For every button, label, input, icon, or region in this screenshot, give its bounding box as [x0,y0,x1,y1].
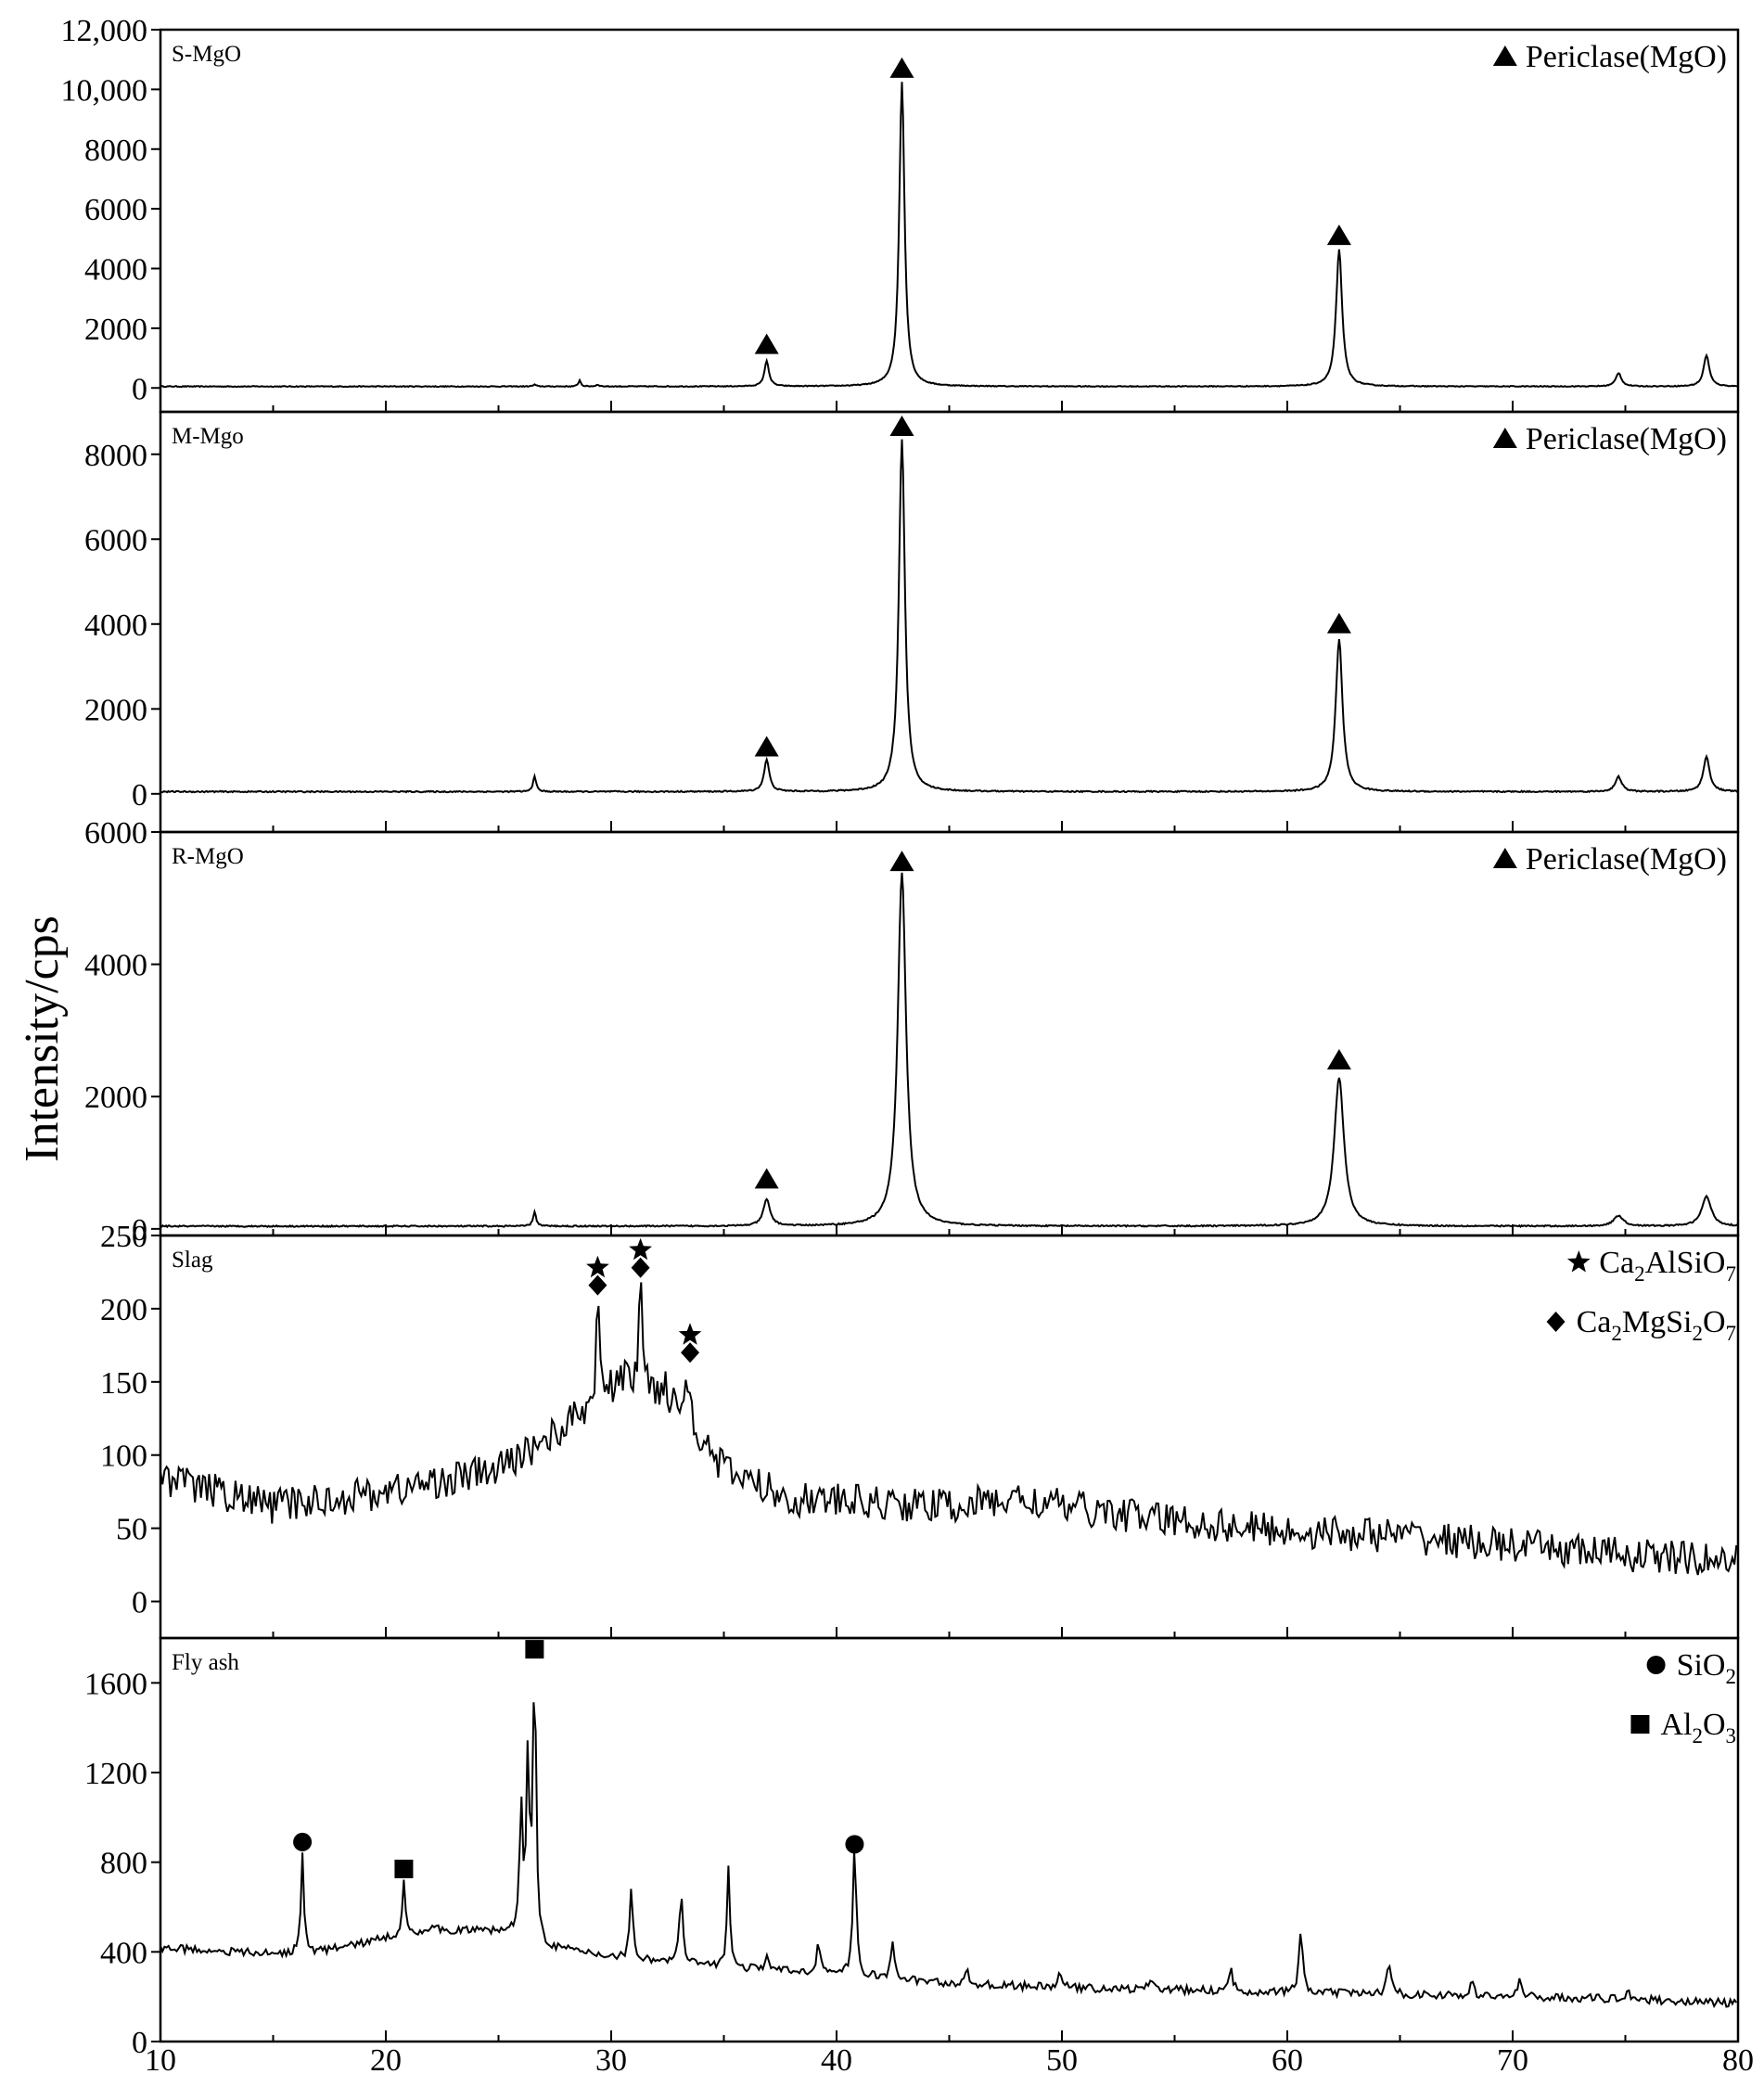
star-marker [586,1255,609,1278]
x-tick-label: 20 [370,2043,402,2074]
x-tick-label: 40 [821,2043,852,2074]
x-axis: 10 20 30 40 50 60 70 80 [145,2043,1754,2074]
diamond-marker [681,1342,700,1363]
triangle-marker [889,57,914,78]
panel-s-mgo: 0 2000 4000 6000 8000 10,000 12,000 S-MgO Pericl… [61,14,1740,414]
series-line [160,872,1739,1229]
circle-marker [1646,1656,1666,1674]
square-marker [1630,1715,1650,1734]
y-tick-label: 0 [132,1213,147,1248]
x-tick-label: 10 [145,2043,176,2074]
triangle-marker [754,1168,779,1189]
panel-frame [159,28,1740,414]
y-tick-label: 0 [132,372,147,406]
triangle-marker [1326,612,1351,634]
y-tick-label: 2000 [84,693,147,727]
y-tick-label: 50 [116,1513,147,1547]
y-tick-label: 1600 [84,1667,147,1701]
x-tick-label: 60 [1272,2043,1303,2074]
triangle-marker [889,851,914,872]
y-tick-label: 4000 [84,608,147,643]
triangle-marker [754,333,779,354]
legend-entry: Al2O3 [1630,1708,1736,1748]
legend-entry: Periclase(MgO) [1492,422,1727,456]
y-tick-label: 10,000 [61,73,148,108]
y-tick-label: 0 [132,1586,147,1620]
panel-fly-ash: 0 400 800 1200 1600 Fly ash SiO2 Al2O3 [84,1636,1740,2060]
legend-entry: Ca2AlSiO7 [1566,1246,1736,1286]
diamond-marker [588,1274,607,1296]
y-tick-label: 100 [100,1440,147,1474]
legend-label: Periclase(MgO) [1526,422,1727,456]
triangle-marker [754,736,779,757]
star-marker [1566,1250,1591,1273]
y-tick-label: 4000 [84,949,147,983]
y-tick-label: 12,000 [61,14,148,48]
y-tick-label: 400 [100,1936,147,1970]
y-tick-label: 6000 [84,523,147,557]
diamond-marker [1546,1312,1566,1332]
legend-entry: SiO2 [1646,1648,1736,1688]
diamond-marker [631,1257,650,1278]
y-tick-label: 0 [132,2026,147,2060]
series-line [160,1702,1738,2009]
triangle-marker [1492,45,1517,66]
y-axis-label: Intensity/cps [16,915,69,1162]
y-tick-label: 0 [132,778,147,813]
x-tick-label: 70 [1497,2043,1528,2074]
panel-m-mgo: 0 2000 4000 6000 8000 M-Mgo Periclase(MgO) [84,410,1740,834]
series-line [160,82,1739,389]
x-tick-label: 50 [1046,2043,1078,2074]
panel-frame [159,830,1740,1237]
star-marker [629,1237,652,1261]
x-tick-label: 30 [595,2043,627,2074]
x-tick-label: 80 [1722,2043,1754,2074]
y-tick-label: 8000 [84,134,147,168]
legend-entry: Periclase(MgO) [1492,40,1727,74]
star-marker [678,1323,702,1345]
legend-label: Al2O3 [1660,1708,1736,1748]
y-tick-label: 150 [100,1366,147,1401]
panel-r-mgo: 0 2000 4000 6000 R-MgO Periclase(MgO) [84,816,1740,1248]
panel-name: S-MgO [172,42,241,67]
y-tick-label: 800 [100,1847,147,1881]
triangle-marker [889,416,914,437]
y-tick-label: 4000 [84,253,147,288]
circle-marker [293,1832,313,1851]
y-tick-label: 2000 [84,313,147,347]
panel-slag: 0 50 100 150 200 250 Slag Ca2AlSiO7 Ca2MgSi2O7 [100,1220,1740,1640]
legend-entry: Ca2MgSi2O7 [1546,1305,1736,1345]
legend-label: Ca2MgSi2O7 [1577,1305,1736,1345]
panel-name: M-Mgo [172,424,244,449]
panel-name: Fly ash [172,1650,239,1675]
legend-label: Periclase(MgO) [1526,40,1727,74]
y-tick-label: 1200 [84,1757,147,1791]
panel-frame [159,1234,1740,1640]
series-line [160,439,1739,794]
panel-frame [159,410,1740,834]
panel-name: R-MgO [172,844,244,869]
legend-label: Ca2AlSiO7 [1599,1246,1736,1286]
legend-entry: Periclase(MgO) [1492,842,1727,877]
y-tick-label: 200 [100,1293,147,1327]
square-marker [394,1859,414,1878]
y-tick-label: 2000 [84,1081,147,1115]
triangle-marker [1492,848,1517,868]
legend-label: Periclase(MgO) [1526,842,1727,877]
series-line [160,1282,1738,1576]
y-tick-label: 250 [100,1220,147,1254]
panel-frame [159,1636,1740,2043]
y-tick-label: 6000 [84,193,147,227]
triangle-marker [1326,1049,1351,1070]
y-tick-label: 8000 [84,439,147,473]
triangle-marker [1492,428,1517,448]
triangle-marker [1326,224,1351,246]
square-marker [525,1640,544,1659]
panel-name: Slag [172,1248,213,1273]
circle-marker [845,1835,864,1854]
y-tick-label: 6000 [84,816,147,851]
legend-label: SiO2 [1677,1648,1736,1688]
